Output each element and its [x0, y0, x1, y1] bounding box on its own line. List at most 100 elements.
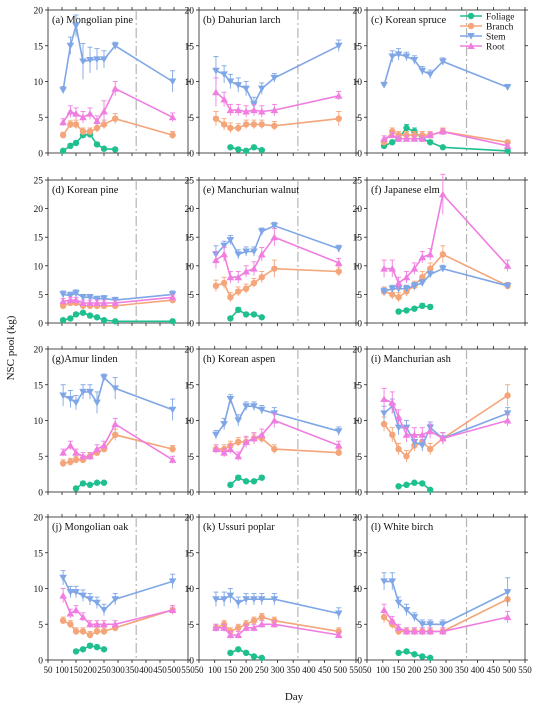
- y-tick-label: 10: [353, 262, 363, 272]
- series-root: [59, 588, 177, 628]
- data-point-foliage: [86, 312, 94, 319]
- data-point-stem: [93, 295, 101, 303]
- x-tick-label: 300: [111, 665, 125, 675]
- data-point-stem: [168, 406, 177, 414]
- data-point-root: [72, 449, 80, 456]
- data-point-root: [418, 431, 427, 438]
- x-tick-label: 250: [423, 665, 437, 675]
- data-point-root: [59, 449, 67, 456]
- data-point-stem: [394, 599, 403, 607]
- data-point-root: [226, 445, 235, 453]
- data-point-root: [79, 299, 87, 306]
- data-point-branch: [112, 115, 119, 122]
- legend-label: Root: [486, 43, 505, 53]
- data-point-root: [111, 85, 119, 92]
- data-point-stem: [418, 67, 427, 75]
- data-point-root: [234, 106, 243, 114]
- y-axis-label: NSC pool (kg): [5, 315, 17, 380]
- data-point-stem: [212, 67, 220, 75]
- data-point-root: [439, 190, 447, 198]
- y-tick-label: 10: [353, 417, 363, 427]
- y-tick-label: 20: [34, 514, 44, 524]
- data-point-stem: [220, 596, 228, 603]
- panel-frame: [198, 9, 357, 154]
- data-point-branch: [100, 628, 108, 635]
- data-point-root: [100, 441, 108, 449]
- data-point-stem: [212, 596, 220, 603]
- data-point-foliage: [250, 478, 258, 485]
- data-point-foliage: [419, 653, 426, 660]
- data-point-stem: [93, 399, 101, 407]
- data-point-stem: [59, 87, 67, 94]
- x-axis-label: Day: [285, 691, 304, 703]
- y-tick-label: 25: [34, 177, 44, 187]
- data-point-branch: [271, 122, 278, 130]
- data-point-branch: [169, 131, 176, 139]
- data-point-root: [394, 135, 403, 142]
- data-point-root: [86, 110, 94, 117]
- data-point-foliage: [419, 302, 426, 310]
- series-root: [212, 77, 343, 118]
- data-point-root: [242, 267, 250, 275]
- data-point-root: [503, 416, 512, 424]
- data-point-root: [212, 624, 220, 631]
- y-tick-label: 5: [189, 114, 194, 124]
- panel-title: (e) Manchurian walnut: [203, 185, 299, 196]
- series-line-root: [215, 91, 339, 113]
- data-point-root: [426, 427, 434, 435]
- x-tick-label: 150: [69, 665, 83, 675]
- series-stem: [212, 394, 343, 440]
- series-line-stem: [62, 577, 173, 612]
- data-point-foliage: [67, 142, 74, 150]
- data-point-stem: [93, 56, 101, 63]
- data-point-root: [258, 107, 266, 115]
- data-point-root: [402, 627, 411, 635]
- data-point-foliage: [112, 146, 119, 153]
- data-point-foliage: [93, 314, 101, 321]
- data-point-stem: [66, 396, 75, 403]
- data-point-foliage: [504, 147, 511, 155]
- legend-item-root: Root: [460, 42, 505, 53]
- data-point-root: [410, 135, 419, 142]
- data-point-branch: [403, 453, 410, 460]
- series-stem: [59, 373, 177, 421]
- data-point-root: [258, 620, 266, 628]
- legend-label: Branch: [486, 23, 514, 33]
- y-tick-label: 15: [185, 42, 195, 52]
- x-tick-label: 200: [83, 665, 97, 675]
- y-tick-label: 5: [189, 453, 194, 463]
- data-point-branch: [389, 291, 396, 298]
- y-tick-label: 25: [353, 177, 363, 187]
- y-tick-label: 20: [185, 346, 195, 356]
- series-root: [212, 620, 343, 639]
- data-point-root: [334, 441, 343, 449]
- x-tick-label: 550: [518, 665, 532, 675]
- data-point-foliage: [79, 646, 87, 653]
- data-point-branch: [227, 294, 234, 301]
- data-point-stem: [418, 621, 427, 628]
- panel-title: (h) Korean aspen: [203, 354, 276, 365]
- y-tick-label: 0: [357, 150, 362, 160]
- data-point-root: [380, 135, 388, 142]
- data-point-stem: [220, 242, 228, 250]
- series-line-stem: [216, 594, 339, 615]
- y-tick-label: 20: [353, 205, 363, 215]
- data-point-stem: [334, 428, 343, 435]
- data-point-foliage: [242, 147, 250, 155]
- y-tick-label: 10: [185, 585, 195, 595]
- series-foliage: [227, 646, 265, 662]
- x-tick-label: 200: [239, 665, 253, 675]
- y-tick-label: 0: [38, 657, 43, 667]
- data-point-branch: [389, 431, 396, 438]
- data-point-branch: [258, 613, 265, 621]
- data-point-root: [100, 107, 108, 115]
- data-point-stem: [250, 403, 258, 410]
- panel-frame: [198, 348, 357, 493]
- data-point-stem: [503, 589, 512, 596]
- panel-e-manchurian-walnut: (e) Manchurian walnut 0 5 10 15 20 25: [185, 177, 359, 330]
- data-point-stem: [503, 282, 512, 290]
- data-point-root: [93, 299, 101, 306]
- x-tick-label: 350: [455, 665, 469, 675]
- x-tick-label: 450: [487, 665, 501, 675]
